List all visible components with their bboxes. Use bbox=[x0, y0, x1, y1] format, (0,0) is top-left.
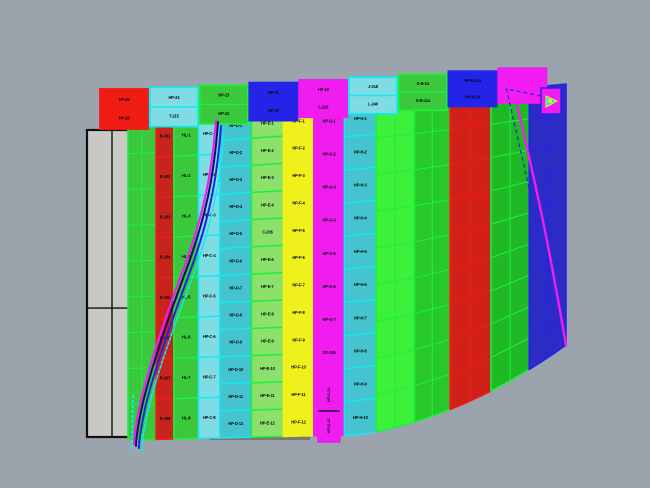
mesh-row-line bbox=[283, 352, 314, 356]
top-block-9[interactable] bbox=[497, 67, 548, 104]
mesh-row-line bbox=[283, 407, 314, 410]
mesh-strip-6[interactable]: HP-E-1HP-E-2HP-E-3HP-E-4C-236HP-E-6HP-E-… bbox=[250, 107, 284, 438]
mesh-row-line bbox=[251, 162, 284, 167]
mesh-row-line bbox=[198, 396, 220, 399]
orientation-triad[interactable] bbox=[540, 87, 562, 115]
mesh-row-line bbox=[313, 136, 345, 140]
mesh-row-line bbox=[251, 408, 284, 411]
mesh-row-line bbox=[156, 155, 174, 158]
mesh-row-line bbox=[344, 331, 377, 337]
mesh-row-line bbox=[219, 137, 252, 141]
mesh-row-line bbox=[219, 164, 252, 169]
mesh-row-line bbox=[344, 199, 377, 204]
mesh-strip-10[interactable] bbox=[375, 97, 416, 433]
mesh-row-line bbox=[344, 232, 377, 238]
mesh-row-line bbox=[313, 268, 345, 272]
hull-outline-magenta bbox=[511, 87, 568, 347]
spline-navy bbox=[135, 121, 219, 447]
mesh-row-line bbox=[251, 244, 284, 248]
top-element-row[interactable]: HP-26HP-25HP-24T-215HP-23HP-22HP-21HP-20… bbox=[99, 67, 548, 130]
mesh-row-line bbox=[251, 381, 284, 384]
mesh-row-line bbox=[251, 271, 284, 275]
mesh-row-line bbox=[283, 270, 314, 274]
mesh-row-line bbox=[219, 218, 252, 223]
mesh-row-line bbox=[173, 275, 199, 279]
mesh-row-line bbox=[198, 315, 220, 318]
mesh-strip-14[interactable] bbox=[528, 83, 567, 371]
mesh-row-line bbox=[313, 368, 345, 371]
mesh-row-line bbox=[283, 215, 314, 219]
mesh-row-line bbox=[344, 364, 377, 370]
spline-magenta bbox=[132, 118, 218, 446]
mesh-row-line bbox=[198, 355, 220, 359]
mesh-row-line bbox=[173, 154, 199, 158]
mesh-row-line bbox=[344, 397, 377, 403]
mesh-row-line bbox=[283, 297, 314, 301]
mesh-row-line bbox=[156, 195, 174, 199]
mesh-row-line bbox=[313, 169, 345, 173]
mesh-row-line bbox=[283, 325, 314, 328]
mesh-strip-3[interactable]: HL-1HL-2HL-3HL-4HL-5HL-6HL-7HL-8 bbox=[173, 113, 200, 440]
spline-cyan-dashed-tail bbox=[131, 394, 134, 453]
mesh-strip-9[interactable]: HP-H-1HP-H-2HP-H-3HP-H-4HP-H-5HP-H-6HP-H… bbox=[343, 100, 377, 436]
mesh-row-line bbox=[219, 191, 252, 196]
mesh-strip-12[interactable] bbox=[449, 90, 492, 411]
spline-cyan-dashed bbox=[141, 129, 225, 453]
mesh-row-line bbox=[283, 380, 314, 383]
mesh-row-line bbox=[283, 242, 314, 246]
mesh-row-line bbox=[251, 326, 284, 330]
mesh-row-line bbox=[344, 166, 377, 171]
mesh-row-line bbox=[219, 246, 252, 250]
top-block-5[interactable]: HP-19L-218 bbox=[298, 79, 349, 119]
mesh-strip-5[interactable]: HP-D-1HP-D-2HP-D-3HP-D-4HP-D-5HP-D-6HP-D… bbox=[219, 110, 253, 439]
boundary-splines bbox=[131, 118, 225, 453]
mesh-row-line bbox=[219, 300, 252, 304]
mesh-row-line bbox=[219, 327, 252, 331]
mesh-row-line bbox=[313, 301, 345, 305]
mesh-row-line bbox=[283, 160, 314, 165]
mesh-row-line bbox=[251, 135, 284, 139]
mesh-row-line bbox=[156, 276, 174, 279]
mesh-row-line bbox=[173, 316, 199, 319]
mesh-row-line bbox=[198, 274, 220, 278]
mesh-row-line bbox=[173, 356, 199, 359]
mesh-row-line bbox=[156, 236, 174, 239]
mesh-row-line bbox=[219, 273, 252, 277]
mesh-row-line bbox=[198, 153, 220, 156]
hull-outline-blue-dashed bbox=[505, 88, 560, 346]
mesh-row-line bbox=[219, 409, 252, 412]
mesh-row-line bbox=[344, 133, 377, 138]
mesh-row-line bbox=[283, 132, 314, 137]
top-block-2[interactable]: HP-24T-215 bbox=[148, 86, 200, 128]
mesh-row-line bbox=[251, 189, 284, 194]
mesh-row-line bbox=[313, 202, 345, 206]
mesh-row-line bbox=[251, 299, 284, 303]
mesh-row-line bbox=[313, 235, 345, 239]
mesh-strip-11[interactable] bbox=[413, 93, 451, 423]
mesh-row-line bbox=[251, 353, 284, 357]
mesh-row-line bbox=[251, 217, 284, 221]
mesh-strip-1[interactable] bbox=[127, 116, 157, 441]
mesh-row-line bbox=[344, 298, 377, 304]
mesh-row-line bbox=[219, 354, 252, 358]
mesh-row-line bbox=[173, 194, 199, 198]
spline-blue bbox=[138, 125, 222, 449]
mesh-row-line bbox=[219, 382, 252, 385]
mesh-strip-7[interactable]: HP-F-1HP-F-2HP-F-3HP-F-4HP-F-5HP-F-6HP-F… bbox=[282, 105, 315, 438]
triad-origin-dot bbox=[548, 99, 552, 103]
mesh-row-line bbox=[313, 334, 345, 338]
mesh-row-line bbox=[344, 265, 377, 271]
mesh-row-line bbox=[283, 187, 314, 192]
mesh-row-line bbox=[173, 397, 199, 400]
top-block-7[interactable]: G-B-14G-B-11a bbox=[397, 73, 448, 112]
